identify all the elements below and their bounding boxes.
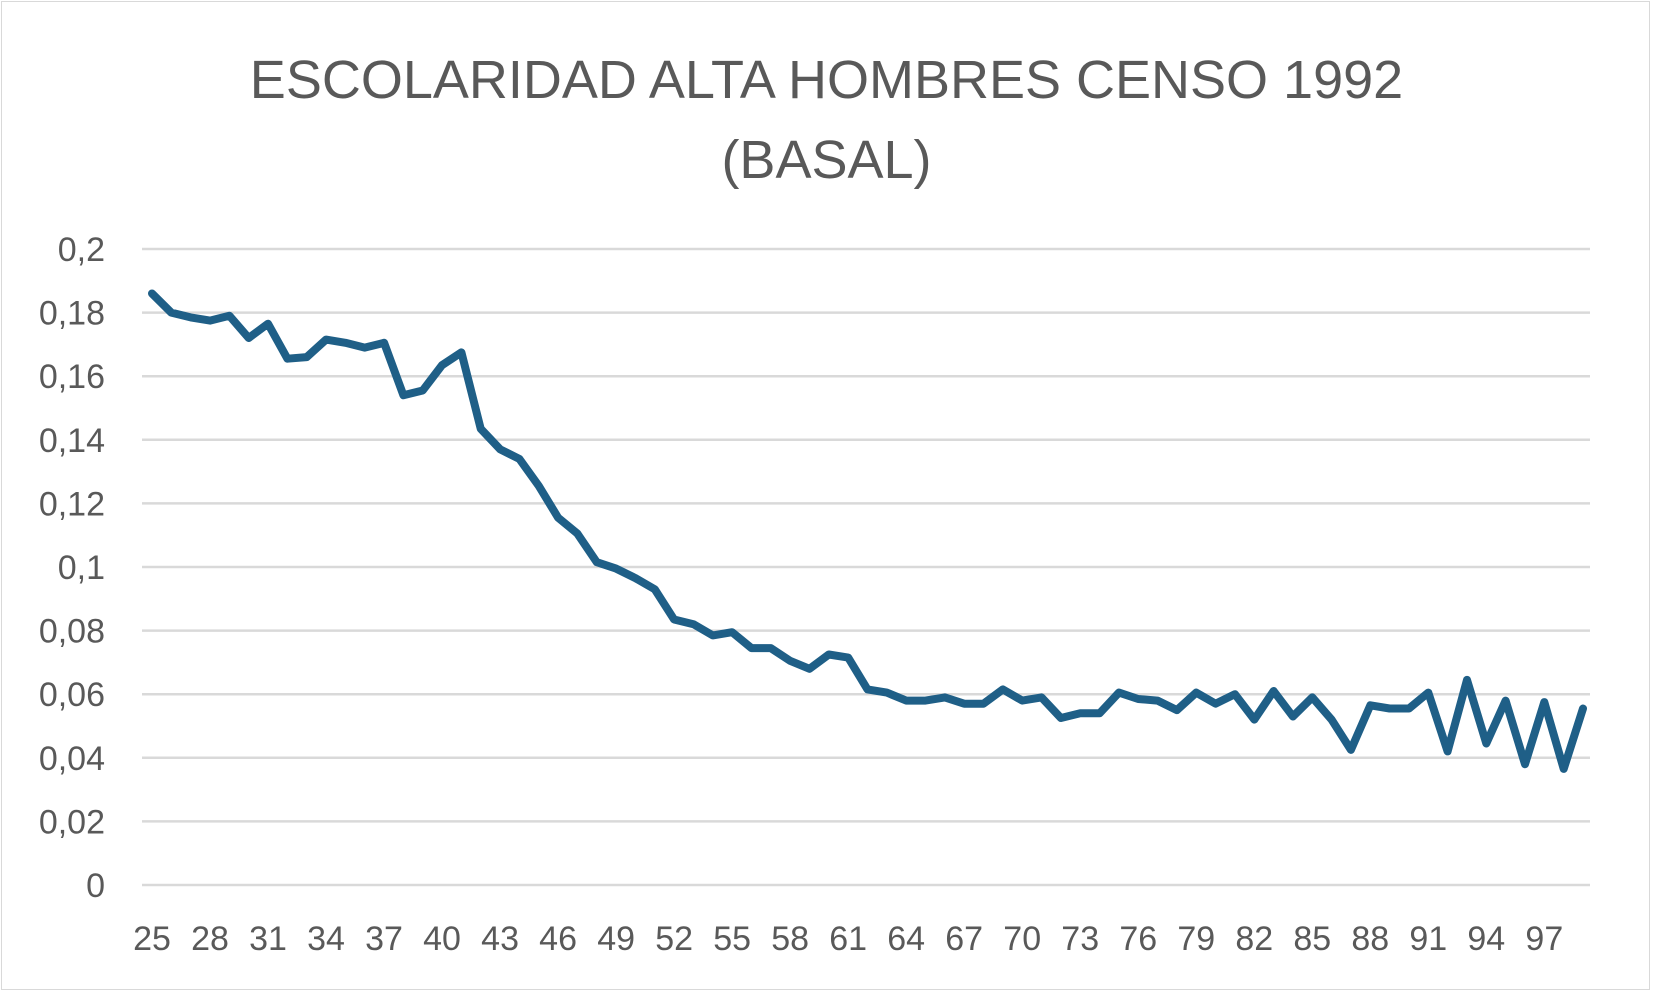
- x-tick-label: 91: [1409, 920, 1447, 958]
- x-tick-label: 94: [1467, 920, 1505, 958]
- x-tick-label: 64: [887, 920, 925, 958]
- x-tick-label: 43: [481, 920, 519, 958]
- series-line: [148, 289, 1587, 773]
- x-tick-label: 85: [1293, 920, 1331, 958]
- x-tick-label: 70: [1003, 920, 1041, 958]
- x-tick-label: 61: [829, 920, 867, 958]
- y-tick-label: 0: [86, 867, 105, 905]
- x-tick-label: 73: [1061, 920, 1099, 958]
- x-axis-ticks: 25 28 31 34 37 40 43 46 49 52 55 58 61 64 67 70 73 76 79 82…: [133, 920, 1563, 958]
- x-tick-label: 88: [1351, 920, 1389, 958]
- x-tick-label: 82: [1235, 920, 1273, 958]
- y-tick-label: 0,06: [39, 676, 105, 714]
- gridlines: [142, 247, 1590, 887]
- x-tick-label: 46: [539, 920, 577, 958]
- chart-title-line-1: ESCOLARIDAD ALTA HOMBRES CENSO 1992: [249, 50, 1404, 110]
- y-tick-label: 0,02: [39, 803, 105, 841]
- x-tick-label: 31: [249, 920, 287, 958]
- x-tick-label: 76: [1119, 920, 1157, 958]
- x-tick-label: 67: [945, 920, 983, 958]
- y-tick-label: 0,1: [58, 549, 105, 587]
- x-tick-label: 37: [365, 920, 403, 958]
- y-tick-label: 0,08: [39, 613, 105, 651]
- y-tick-label: 0,14: [39, 422, 105, 460]
- y-tick-label: 0,16: [39, 358, 105, 396]
- x-tick-label: 34: [307, 920, 345, 958]
- y-tick-label: 0,12: [39, 485, 105, 523]
- y-tick-label: 0,04: [39, 740, 105, 778]
- x-tick-label: 55: [713, 920, 751, 958]
- x-tick-label: 28: [191, 920, 229, 958]
- x-tick-label: 97: [1525, 920, 1563, 958]
- x-tick-label: 40: [423, 920, 461, 958]
- x-tick-label: 52: [655, 920, 693, 958]
- x-tick-label: 79: [1177, 920, 1215, 958]
- chart-title: ESCOLARIDAD ALTA HOMBRES CENSO 1992 (BAS…: [0, 40, 1653, 200]
- y-tick-label: 0,2: [58, 231, 105, 269]
- x-tick-label: 25: [133, 920, 171, 958]
- chart-title-line-2: (BASAL): [721, 130, 932, 190]
- x-tick-label: 49: [597, 920, 635, 958]
- x-tick-label: 58: [771, 920, 809, 958]
- y-tick-label: 0,18: [39, 295, 105, 333]
- series-group: [148, 289, 1587, 773]
- y-axis-ticks: 0 0,02 0,04 0,06 0,08 0,1 0,12 0,14 0,16 0,18 0,2: [39, 231, 105, 905]
